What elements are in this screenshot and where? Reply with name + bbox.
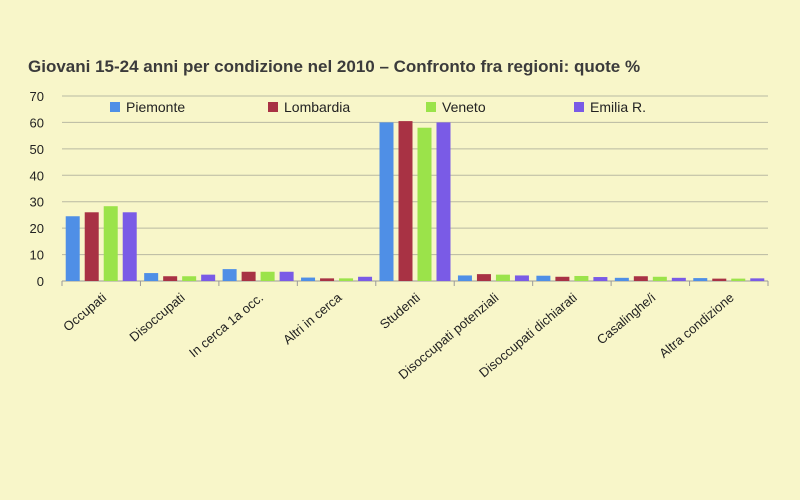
y-tick-label: 40	[30, 168, 44, 183]
bar	[84, 212, 99, 281]
bar	[652, 276, 667, 281]
bar	[260, 271, 275, 281]
bar	[671, 277, 686, 281]
grid-layer	[62, 95, 768, 282]
bar	[693, 278, 708, 281]
bar	[398, 121, 413, 281]
y-tick-label: 70	[30, 89, 44, 104]
bar	[574, 275, 589, 281]
category-label: Studenti	[377, 290, 423, 332]
bar	[417, 127, 432, 281]
bar	[320, 278, 335, 281]
category-label: Disoccupati	[126, 290, 187, 345]
bar	[593, 277, 608, 281]
bar	[339, 278, 354, 281]
bar	[201, 274, 216, 281]
bar	[279, 271, 294, 281]
category-label: In cerca 1a occ.	[186, 290, 266, 360]
bar	[144, 273, 159, 281]
bar	[750, 278, 765, 281]
bar	[65, 216, 80, 281]
y-tick-label: 10	[30, 248, 44, 263]
chart-title: Giovani 15-24 anni per condizione nel 20…	[28, 57, 640, 76]
bar	[633, 276, 648, 281]
y-tick-label: 60	[30, 115, 44, 130]
legend-item: Lombardia	[268, 99, 350, 115]
bar	[358, 276, 373, 281]
axis-layer: 0 10 20 30 40 50 60 70	[30, 89, 769, 289]
legend-label: Lombardia	[284, 99, 350, 115]
y-tick-label: 50	[30, 142, 44, 157]
bar	[712, 278, 727, 281]
bar	[182, 276, 197, 281]
bar	[614, 277, 629, 281]
legend-item: Emilia R.	[574, 99, 646, 115]
bar	[731, 278, 746, 281]
bar	[555, 276, 570, 281]
bar-layer	[65, 121, 765, 281]
y-tick-label: 20	[30, 221, 44, 236]
legend-swatch	[426, 102, 436, 112]
bar	[241, 271, 256, 281]
bar	[436, 122, 451, 281]
legend-label: Veneto	[442, 99, 486, 115]
bar	[536, 275, 551, 281]
bar	[301, 277, 316, 281]
bar	[222, 269, 237, 281]
bar	[495, 274, 510, 281]
bar	[379, 122, 394, 281]
bar	[122, 212, 137, 281]
y-tick-label: 30	[30, 195, 44, 210]
legend-label: Piemonte	[126, 99, 185, 115]
bar	[514, 275, 529, 281]
bar	[457, 275, 472, 281]
legend-swatch	[110, 102, 120, 112]
bar	[476, 274, 491, 281]
legend-swatch	[268, 102, 278, 112]
category-label: Altri in cerca	[280, 289, 345, 347]
category-label: Occupati	[60, 290, 109, 335]
bar	[103, 206, 118, 281]
bar	[163, 276, 178, 281]
category-label: Casalinghe/i	[594, 290, 659, 348]
legend-label: Emilia R.	[590, 99, 646, 115]
y-tick-label: 0	[37, 274, 44, 289]
legend: Piemonte Lombardia Veneto Emilia R.	[110, 99, 646, 115]
legend-item: Veneto	[426, 99, 486, 115]
legend-item: Piemonte	[110, 99, 185, 115]
legend-swatch	[574, 102, 584, 112]
category-label: Altra condizione	[656, 290, 737, 361]
